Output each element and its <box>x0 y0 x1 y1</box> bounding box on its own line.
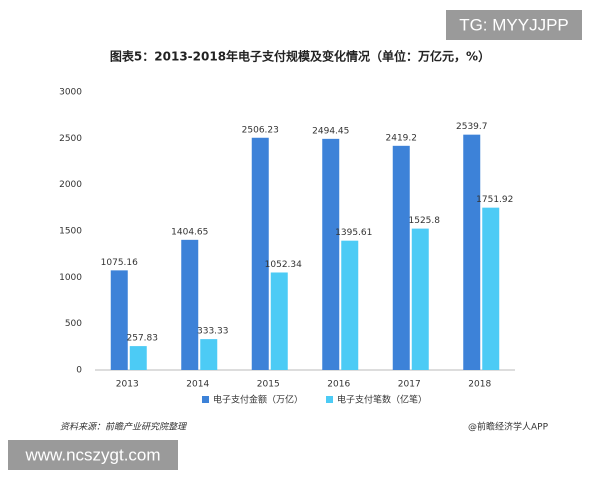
x-tick-label: 2015 <box>257 380 280 390</box>
legend-swatch <box>326 396 333 403</box>
y-tick-label: 500 <box>65 319 82 329</box>
legend-swatch <box>202 396 209 403</box>
bar <box>463 134 481 370</box>
x-tick-label: 2016 <box>327 380 350 390</box>
value-label: 1052.34 <box>265 260 302 270</box>
value-label: 1751.92 <box>476 195 513 205</box>
value-label: 333.33 <box>197 327 229 337</box>
legend-label: 电子支付金额（万亿） <box>213 394 303 406</box>
bar <box>341 240 359 370</box>
watermark-box <box>8 440 178 470</box>
bar <box>251 137 269 370</box>
bar <box>482 207 500 370</box>
value-label: 1525.8 <box>409 216 441 226</box>
value-label: 257.83 <box>127 334 159 344</box>
y-tick-label: 2500 <box>59 134 82 144</box>
watermark: TG: MYYJJPP <box>459 15 569 34</box>
value-label: 1404.65 <box>171 227 208 237</box>
bar <box>270 272 288 370</box>
bar <box>110 270 128 370</box>
y-tick-label: 1000 <box>59 273 82 283</box>
legend-label: 电子支付笔数（亿笔） <box>337 394 427 406</box>
chart-title: 图表5：2013-2018年电子支付规模及变化情况（单位：万亿元，%） <box>110 49 490 64</box>
source: 资料来源：前瞻产业研究院整理 <box>60 422 188 433</box>
bar <box>322 138 340 370</box>
bar <box>129 346 147 370</box>
watermark-box <box>446 10 582 40</box>
y-tick-label: 1500 <box>59 227 82 237</box>
value-label: 2419.2 <box>386 133 418 143</box>
bar <box>411 228 429 370</box>
bar <box>200 339 218 370</box>
bar <box>181 239 199 370</box>
x-tick-label: 2014 <box>186 380 209 390</box>
watermark: www.ncszygt.com <box>24 445 160 464</box>
x-tick-label: 2018 <box>468 380 491 390</box>
bar <box>392 145 410 370</box>
value-label: 1075.16 <box>101 258 138 268</box>
y-tick-label: 0 <box>76 366 82 376</box>
credit: @前瞻经济学人APP <box>468 421 549 433</box>
value-label: 1395.61 <box>335 228 372 238</box>
value-label: 2506.23 <box>242 125 279 135</box>
value-label: 2539.7 <box>456 122 488 132</box>
x-tick-label: 2013 <box>116 380 139 390</box>
y-tick-label: 3000 <box>59 88 82 98</box>
y-tick-label: 2000 <box>59 180 82 190</box>
x-tick-label: 2017 <box>398 380 421 390</box>
value-label: 2494.45 <box>312 126 349 136</box>
